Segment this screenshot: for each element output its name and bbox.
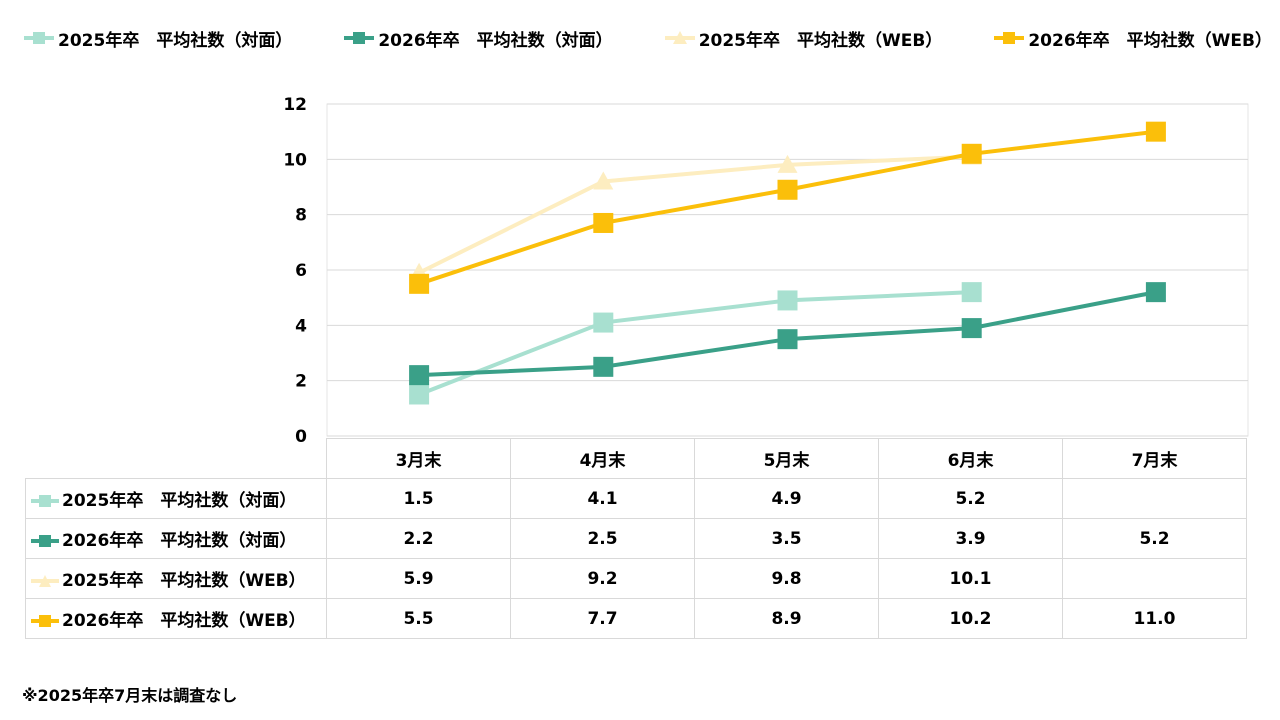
row-label: 2026年卒 平均社数（対面） bbox=[62, 531, 297, 551]
row-label: 2026年卒 平均社数（WEB） bbox=[62, 611, 306, 631]
table-row-header: 2025年卒 平均社数（WEB） bbox=[25, 558, 327, 599]
table-cell bbox=[1062, 558, 1247, 599]
data-point-0 bbox=[593, 312, 614, 333]
table-row-header: 2025年卒 平均社数（対面） bbox=[25, 478, 327, 519]
legend-marker-2026-web bbox=[992, 30, 1026, 46]
category-label: 4月末 bbox=[510, 438, 695, 479]
legend-item-2025-web: 2025年卒 平均社数（WEB） bbox=[663, 26, 943, 51]
series-line-3 bbox=[418, 129, 1157, 286]
data-point-2 bbox=[777, 154, 798, 173]
data-point-2 bbox=[593, 171, 614, 190]
table-cell: 3.9 bbox=[878, 518, 1063, 559]
data-point-1 bbox=[593, 356, 614, 377]
y-tick-label: 8 bbox=[295, 206, 307, 226]
table-row: 2025年卒 平均社数（WEB） 5.9 9.2 9.8 10.1 bbox=[25, 558, 1247, 599]
y-tick-label: 10 bbox=[283, 150, 307, 170]
table-cell: 5.2 bbox=[878, 478, 1063, 519]
table-row-header: 2026年卒 平均社数（WEB） bbox=[25, 598, 327, 639]
y-tick-label: 6 bbox=[295, 261, 307, 281]
series-line-0 bbox=[418, 290, 972, 397]
table-cell: 10.2 bbox=[878, 598, 1063, 639]
row-label: 2025年卒 平均社数（対面） bbox=[62, 491, 297, 511]
table-cell: 4.1 bbox=[510, 478, 695, 519]
table-cell: 3.5 bbox=[694, 518, 879, 559]
table-row: 2025年卒 平均社数（対面） 1.5 4.1 4.9 5.2 bbox=[25, 478, 1247, 519]
legend-label: 2025年卒 平均社数（WEB） bbox=[698, 30, 943, 51]
table-cell bbox=[1062, 478, 1247, 519]
legend-marker-2025-web bbox=[663, 30, 697, 46]
data-table: 3月末 4月末 5月末 6月末 7月末 2025年卒 平均社数（対面） 1.5 … bbox=[25, 438, 1247, 639]
table-cell: 7.7 bbox=[510, 598, 695, 639]
data-point-0 bbox=[409, 384, 430, 405]
data-point-1 bbox=[777, 329, 798, 350]
legend-label: 2026年卒 平均社数（WEB） bbox=[1028, 30, 1272, 51]
series-line-2 bbox=[418, 154, 972, 275]
table-cell: 8.9 bbox=[694, 598, 879, 639]
data-point-1 bbox=[961, 318, 982, 339]
y-tick-label: 12 bbox=[283, 95, 307, 115]
legend-item-2026-web: 2026年卒 平均社数（WEB） bbox=[992, 26, 1272, 51]
table-cell: 5.5 bbox=[326, 598, 511, 639]
table-cell: 10.1 bbox=[878, 558, 1063, 599]
row-marker-2025-face bbox=[30, 494, 60, 508]
legend-label: 2025年卒 平均社数（対面） bbox=[58, 30, 293, 51]
data-point-3 bbox=[1145, 121, 1166, 142]
y-tick-label: 2 bbox=[295, 372, 307, 392]
category-label: 6月末 bbox=[878, 438, 1063, 479]
table-cell: 4.9 bbox=[694, 478, 879, 519]
footnote: ※2025年卒7月末は調査なし bbox=[22, 686, 238, 705]
legend-label: 2026年卒 平均社数（対面） bbox=[378, 30, 613, 51]
table-cell: 9.8 bbox=[694, 558, 879, 599]
data-point-3 bbox=[409, 273, 430, 294]
data-point-3 bbox=[593, 212, 614, 233]
data-point-0 bbox=[777, 290, 798, 311]
legend-item-2026-face: 2026年卒 平均社数（対面） bbox=[342, 26, 613, 51]
table-cell: 5.2 bbox=[1062, 518, 1247, 559]
data-point-3 bbox=[777, 179, 798, 200]
table-row: 2026年卒 平均社数（対面） 2.2 2.5 3.5 3.9 5.2 bbox=[25, 518, 1247, 559]
table-cell: 2.5 bbox=[510, 518, 695, 559]
data-point-1 bbox=[409, 365, 430, 386]
data-point-0 bbox=[961, 282, 982, 303]
legend-marker-2026-face bbox=[342, 30, 376, 46]
legend: 2025年卒 平均社数（対面） 2026年卒 平均社数（対面） 2025年卒 平… bbox=[22, 24, 1272, 52]
category-label: 5月末 bbox=[694, 438, 879, 479]
legend-item-2025-face: 2025年卒 平均社数（対面） bbox=[22, 26, 292, 51]
table-cell: 2.2 bbox=[326, 518, 511, 559]
table-row: 2026年卒 平均社数（WEB） 5.5 7.7 8.9 10.2 11.0 bbox=[25, 598, 1247, 639]
table-cell: 1.5 bbox=[326, 478, 511, 519]
row-marker-2026-web bbox=[30, 614, 60, 628]
table-header-row: 3月末 4月末 5月末 6月末 7月末 bbox=[25, 438, 1247, 479]
y-tick-label: 4 bbox=[295, 316, 307, 336]
data-point-3 bbox=[961, 143, 982, 164]
table-row-header: 2026年卒 平均社数（対面） bbox=[25, 518, 327, 559]
category-label: 3月末 bbox=[326, 438, 511, 479]
data-point-1 bbox=[1145, 282, 1166, 303]
table-cell: 11.0 bbox=[1062, 598, 1247, 639]
row-marker-2025-web bbox=[30, 574, 60, 588]
row-marker-2026-face bbox=[30, 534, 60, 548]
category-label: 7月末 bbox=[1062, 438, 1247, 479]
table-cell: 5.9 bbox=[326, 558, 511, 599]
table-corner bbox=[25, 438, 327, 479]
row-label: 2025年卒 平均社数（WEB） bbox=[62, 571, 306, 591]
table-cell: 9.2 bbox=[510, 558, 695, 599]
legend-marker-2025-face bbox=[22, 30, 56, 46]
